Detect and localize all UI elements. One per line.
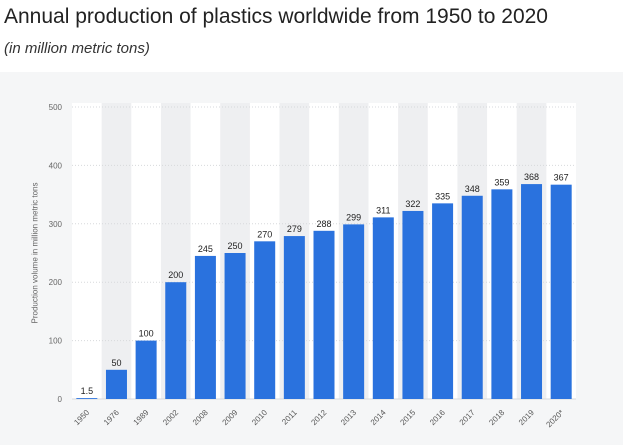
y-tick-label: 200 bbox=[49, 278, 63, 287]
x-tick-label: 2019 bbox=[517, 408, 536, 427]
bar bbox=[402, 210, 424, 399]
bar-value-label: 200 bbox=[168, 270, 183, 280]
y-tick-label: 300 bbox=[49, 220, 63, 229]
bar-value-label: 348 bbox=[465, 184, 480, 194]
y-tick-label: 100 bbox=[49, 337, 63, 346]
x-tick-label: 2017 bbox=[458, 408, 477, 427]
bar-value-label: 245 bbox=[198, 244, 213, 254]
x-tick-label: 1950 bbox=[72, 408, 91, 427]
bar-value-label: 1.5 bbox=[81, 386, 94, 396]
bar bbox=[76, 398, 98, 399]
bar-value-label: 50 bbox=[111, 358, 121, 368]
bar-value-label: 311 bbox=[376, 205, 390, 215]
x-tick-label: 2016 bbox=[428, 408, 447, 427]
bar-value-label: 322 bbox=[405, 199, 420, 209]
x-tick-label: 2002 bbox=[161, 408, 180, 427]
y-tick-label: 400 bbox=[49, 161, 63, 170]
bar bbox=[521, 184, 543, 399]
y-tick-label: 0 bbox=[58, 395, 63, 404]
bar-value-label: 279 bbox=[287, 224, 302, 234]
bar-value-label: 299 bbox=[346, 212, 361, 222]
x-tick-label: 2009 bbox=[221, 408, 240, 427]
bar bbox=[194, 255, 216, 399]
chart-subtitle: (in million metric tons) bbox=[4, 40, 150, 57]
bar-value-label: 359 bbox=[494, 177, 509, 187]
x-tick-label: 2015 bbox=[398, 408, 417, 427]
bar bbox=[550, 184, 572, 399]
bar-value-label: 367 bbox=[554, 173, 569, 183]
bar bbox=[432, 203, 454, 399]
bar-value-label: 335 bbox=[435, 191, 450, 201]
bar bbox=[165, 282, 187, 399]
x-tick-label: 2008 bbox=[191, 408, 210, 427]
bar bbox=[372, 217, 394, 399]
x-tick-label: 2013 bbox=[339, 408, 358, 427]
y-tick-label: 500 bbox=[49, 103, 63, 112]
x-tick-label: 2018 bbox=[487, 408, 506, 427]
category-band bbox=[101, 103, 132, 399]
x-tick-label: 1976 bbox=[102, 408, 121, 427]
bar-value-label: 100 bbox=[139, 329, 154, 339]
bar bbox=[224, 253, 246, 399]
bar bbox=[105, 369, 127, 399]
bar bbox=[313, 230, 335, 399]
bar-value-label: 270 bbox=[257, 229, 272, 239]
bar bbox=[343, 224, 365, 399]
bar bbox=[491, 189, 513, 399]
x-tick-label: 2020* bbox=[544, 408, 565, 429]
y-axis-label: Production volume in million metric tons bbox=[30, 182, 40, 324]
bar-value-label: 250 bbox=[228, 241, 243, 251]
bar bbox=[135, 340, 157, 399]
chart-title: Annual production of plastics worldwide … bbox=[4, 5, 548, 28]
bar bbox=[461, 195, 483, 399]
x-tick-label: 2014 bbox=[369, 408, 388, 427]
bar-value-label: 368 bbox=[524, 172, 539, 182]
bar bbox=[254, 241, 276, 399]
x-tick-label: 2010 bbox=[250, 408, 269, 427]
x-tick-label: 2011 bbox=[280, 408, 299, 427]
x-tick-label: 2012 bbox=[309, 408, 328, 427]
bar bbox=[283, 236, 305, 399]
x-tick-label: 1989 bbox=[132, 408, 151, 427]
bar-value-label: 288 bbox=[316, 219, 331, 229]
